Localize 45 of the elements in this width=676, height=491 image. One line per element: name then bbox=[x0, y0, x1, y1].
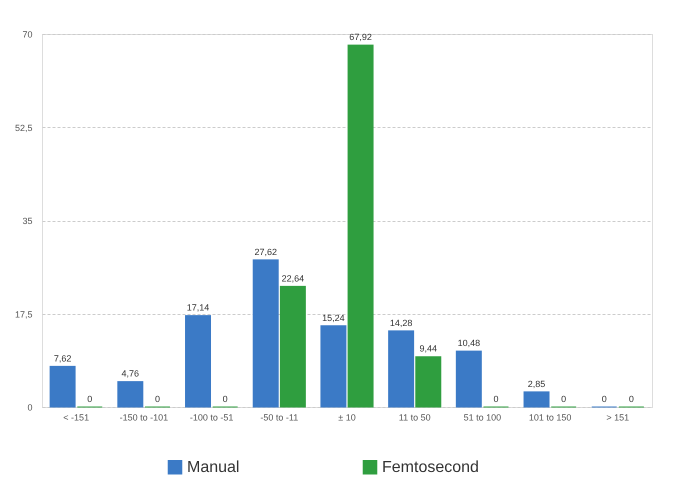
y-tick-label: 0 bbox=[27, 402, 32, 412]
x-tick-label: -150 to -101 bbox=[120, 412, 168, 422]
x-tick-label: 101 to 150 bbox=[528, 412, 572, 422]
x-tick-label: 11 to 50 bbox=[398, 412, 431, 422]
bar bbox=[524, 391, 550, 408]
data-label: 22,64 bbox=[282, 273, 304, 284]
data-label: 0 bbox=[222, 394, 228, 404]
y-tick-label: 35 bbox=[22, 216, 32, 226]
x-tick-label: -50 to -11 bbox=[260, 412, 298, 422]
data-label: 9,44 bbox=[420, 344, 438, 354]
data-label: 0 bbox=[154, 394, 160, 404]
bar bbox=[320, 325, 346, 408]
data-label: 7,62 bbox=[54, 353, 72, 364]
data-label: 15,24 bbox=[322, 312, 345, 323]
bar bbox=[117, 381, 144, 408]
x-tick-label: < -151 bbox=[63, 412, 90, 422]
x-tick-label: 51 to 100 bbox=[464, 412, 502, 422]
legend-label: Manual bbox=[187, 459, 240, 476]
x-tick-label: -100 to -51 bbox=[190, 412, 234, 422]
y-tick-label: 52,5 bbox=[14, 122, 32, 133]
bar bbox=[280, 286, 306, 408]
x-tick-label: > 151 bbox=[606, 412, 630, 422]
data-label: 10,48 bbox=[458, 338, 480, 348]
bar bbox=[348, 44, 374, 408]
bar bbox=[50, 366, 76, 408]
y-tick-label: 17,5 bbox=[14, 309, 32, 320]
data-label: 0 bbox=[628, 394, 634, 404]
data-label: 0 bbox=[87, 394, 92, 404]
data-label: 0 bbox=[561, 394, 566, 404]
bar bbox=[185, 315, 212, 408]
data-label: 14,28 bbox=[390, 318, 412, 328]
bar bbox=[252, 259, 279, 408]
bar bbox=[415, 356, 442, 408]
data-label: 0 bbox=[602, 394, 607, 404]
x-tick-label: ± 10 bbox=[338, 412, 356, 422]
data-label: 27,62 bbox=[254, 246, 277, 257]
bar bbox=[388, 330, 414, 408]
legend-label: Femtosecond bbox=[382, 459, 479, 476]
data-label: 2,85 bbox=[528, 378, 546, 389]
data-label: 17,14 bbox=[186, 302, 210, 313]
bar bbox=[456, 350, 482, 408]
y-tick-label: 70 bbox=[22, 30, 32, 40]
data-label: 0 bbox=[493, 394, 498, 404]
data-label: 67,92 bbox=[349, 32, 372, 42]
data-label: 4,76 bbox=[122, 368, 140, 379]
